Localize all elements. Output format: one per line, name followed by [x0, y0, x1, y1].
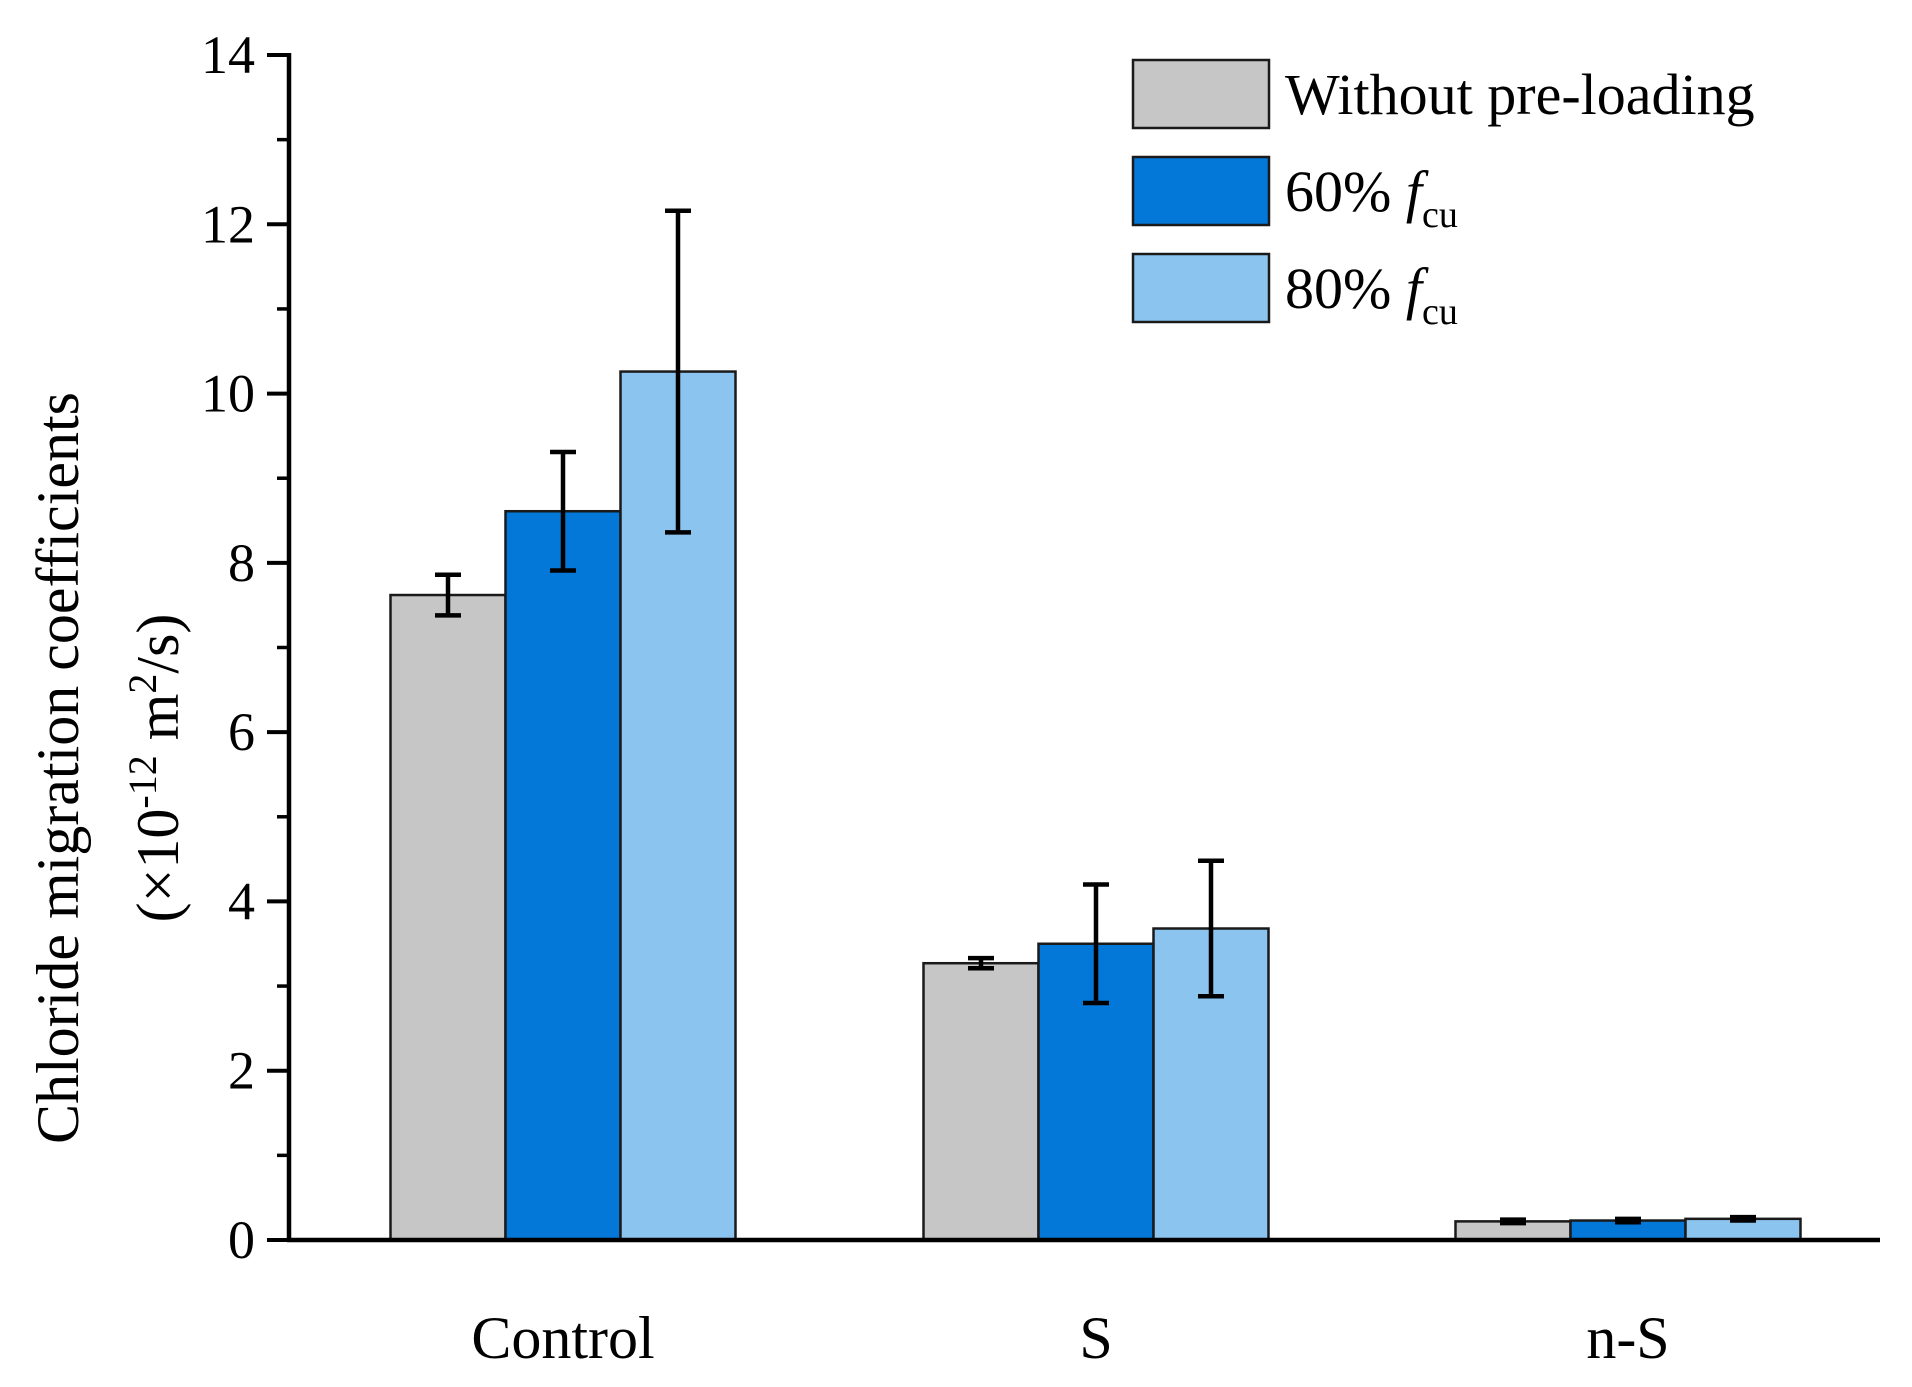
legend-swatch	[1131, 155, 1271, 227]
y-axis-unit-exponent: -12	[120, 755, 165, 808]
y-tick-label: 12	[201, 194, 255, 254]
legend: Without pre-loading 60% fcu 80% fcu	[1131, 58, 1755, 333]
y-axis-unit-square: 2	[120, 674, 165, 694]
y-axis-unit-meter: m	[125, 694, 191, 756]
legend-swatch	[1131, 58, 1271, 130]
error-bar-control-series-3	[665, 208, 691, 535]
error-bar-s-series-2	[1083, 882, 1109, 1006]
bars-layer	[389, 370, 1802, 1242]
y-axis-unit-suffix: /s)	[125, 614, 191, 674]
category-label-s: S	[1079, 1305, 1112, 1371]
y-axis-title-line1: Chloride migration coefficients	[25, 392, 91, 1144]
bar-s-series-1	[922, 961, 1040, 1242]
y-axis-title-line2: (×10-12 m2/s)	[120, 614, 192, 923]
y-tick-label: 2	[228, 1041, 255, 1101]
category-label-n-s: n-S	[1586, 1305, 1669, 1371]
y-axis-unit-prefix: (×10	[125, 809, 191, 923]
y-tick-label: 8	[228, 533, 255, 593]
category-label-control: Control	[471, 1305, 654, 1371]
error-bar-control-series-1	[435, 572, 461, 618]
error-bar-s-series-1	[968, 955, 994, 971]
error-bar-n-s-series-2	[1615, 1216, 1641, 1225]
bar-control-series-1	[389, 593, 507, 1242]
legend-swatch	[1131, 252, 1271, 324]
bar-control-series-2	[504, 509, 622, 1242]
legend-item-1: Without pre-loading	[1131, 58, 1755, 130]
error-bar-s-series-3	[1198, 858, 1224, 999]
error-bar-n-s-series-3	[1730, 1214, 1756, 1223]
error-bar-n-s-series-1	[1500, 1217, 1526, 1226]
y-tick-label: 4	[228, 871, 255, 931]
legend-label: 60% fcu	[1285, 159, 1458, 236]
y-axis-title: Chloride migration coefficients (×10-12 …	[25, 392, 191, 1144]
error-bars-layer	[435, 208, 1756, 1226]
y-tick-label: 0	[228, 1210, 255, 1270]
y-tick-label: 10	[201, 364, 255, 424]
error-bar-control-series-2	[550, 449, 576, 573]
legend-item-2: 60% fcu	[1131, 155, 1458, 236]
y-tick-label: 6	[228, 702, 255, 762]
legend-item-3: 80% fcu	[1131, 252, 1458, 333]
y-tick-label: 14	[201, 25, 255, 85]
ticks-layer: 0 2 4 6 8 10 12 14	[201, 25, 289, 1270]
legend-label: Without pre-loading	[1285, 62, 1755, 127]
legend-label: 80% fcu	[1285, 256, 1458, 333]
